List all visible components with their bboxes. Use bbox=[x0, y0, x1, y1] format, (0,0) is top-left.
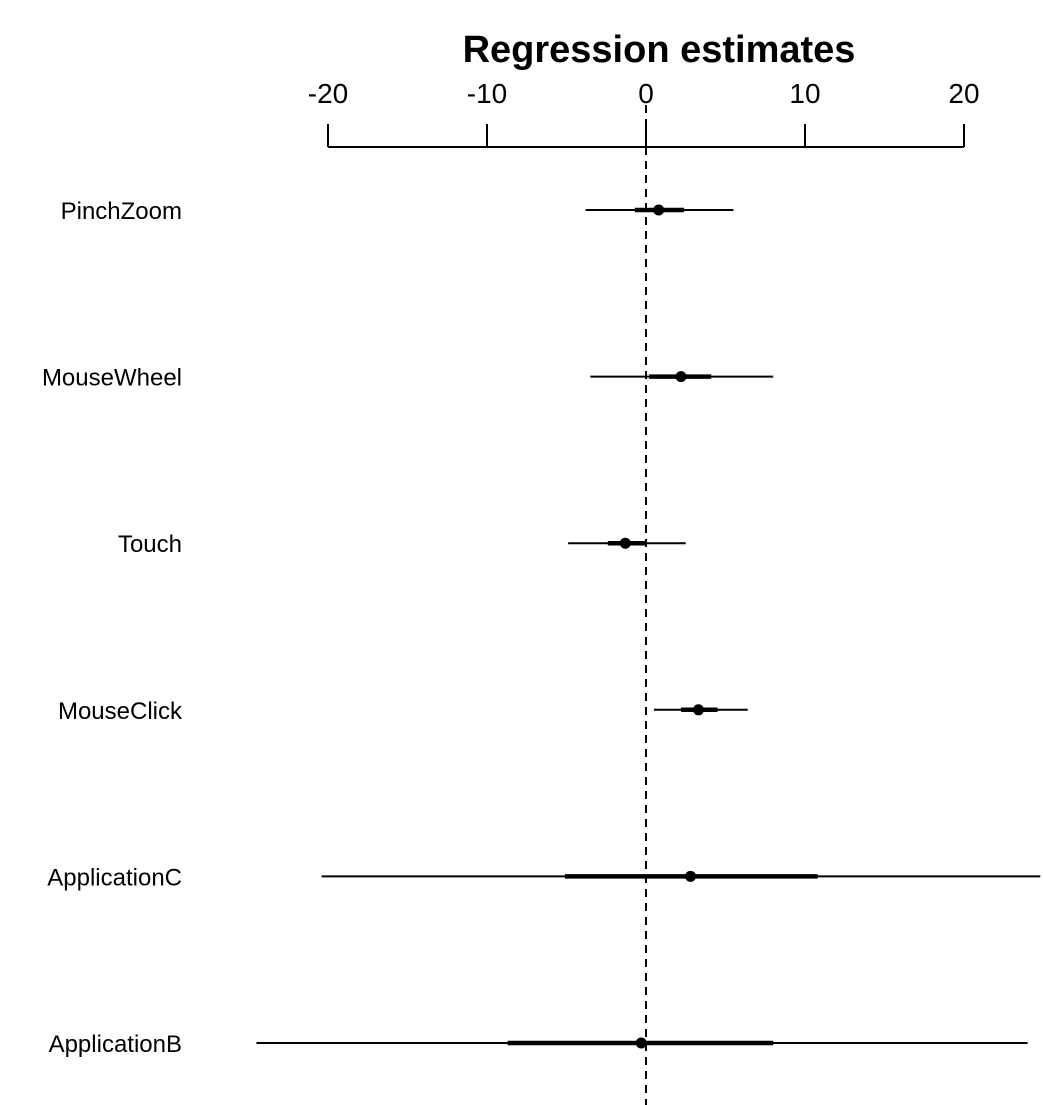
estimate-row: MouseClick bbox=[58, 698, 748, 725]
point-estimate bbox=[685, 870, 697, 882]
estimate-row: Touch bbox=[118, 531, 686, 558]
row-label: PinchZoom bbox=[61, 198, 182, 225]
point-estimate bbox=[635, 1037, 647, 1049]
point-estimate bbox=[653, 204, 665, 216]
row-label: Touch bbox=[118, 531, 182, 558]
point-estimate bbox=[619, 537, 631, 549]
point-estimate bbox=[692, 704, 704, 716]
x-tick-label: -20 bbox=[308, 78, 348, 109]
estimate-row: MouseWheel bbox=[42, 365, 774, 392]
estimate-row: ApplicationC bbox=[47, 864, 1041, 891]
x-tick-label: 10 bbox=[789, 78, 820, 109]
row-label: ApplicationB bbox=[49, 1031, 182, 1058]
point-estimate bbox=[675, 371, 687, 383]
x-tick-label: 0 bbox=[638, 78, 654, 109]
chart-title: Regression estimates bbox=[463, 29, 856, 71]
estimate-rows: PinchZoom MouseWheel Touch MouseClick Applic… bbox=[42, 198, 1041, 1058]
top-x-axis: -20 -10 0 10 20 bbox=[308, 78, 980, 148]
x-tick-label: -10 bbox=[467, 78, 507, 109]
row-label: MouseClick bbox=[58, 698, 183, 725]
estimate-row: ApplicationB bbox=[49, 1031, 1028, 1058]
row-label: MouseWheel bbox=[42, 365, 182, 392]
row-label: ApplicationC bbox=[47, 864, 182, 891]
estimate-row: PinchZoom bbox=[61, 198, 734, 225]
x-tick-label: 20 bbox=[948, 78, 979, 109]
